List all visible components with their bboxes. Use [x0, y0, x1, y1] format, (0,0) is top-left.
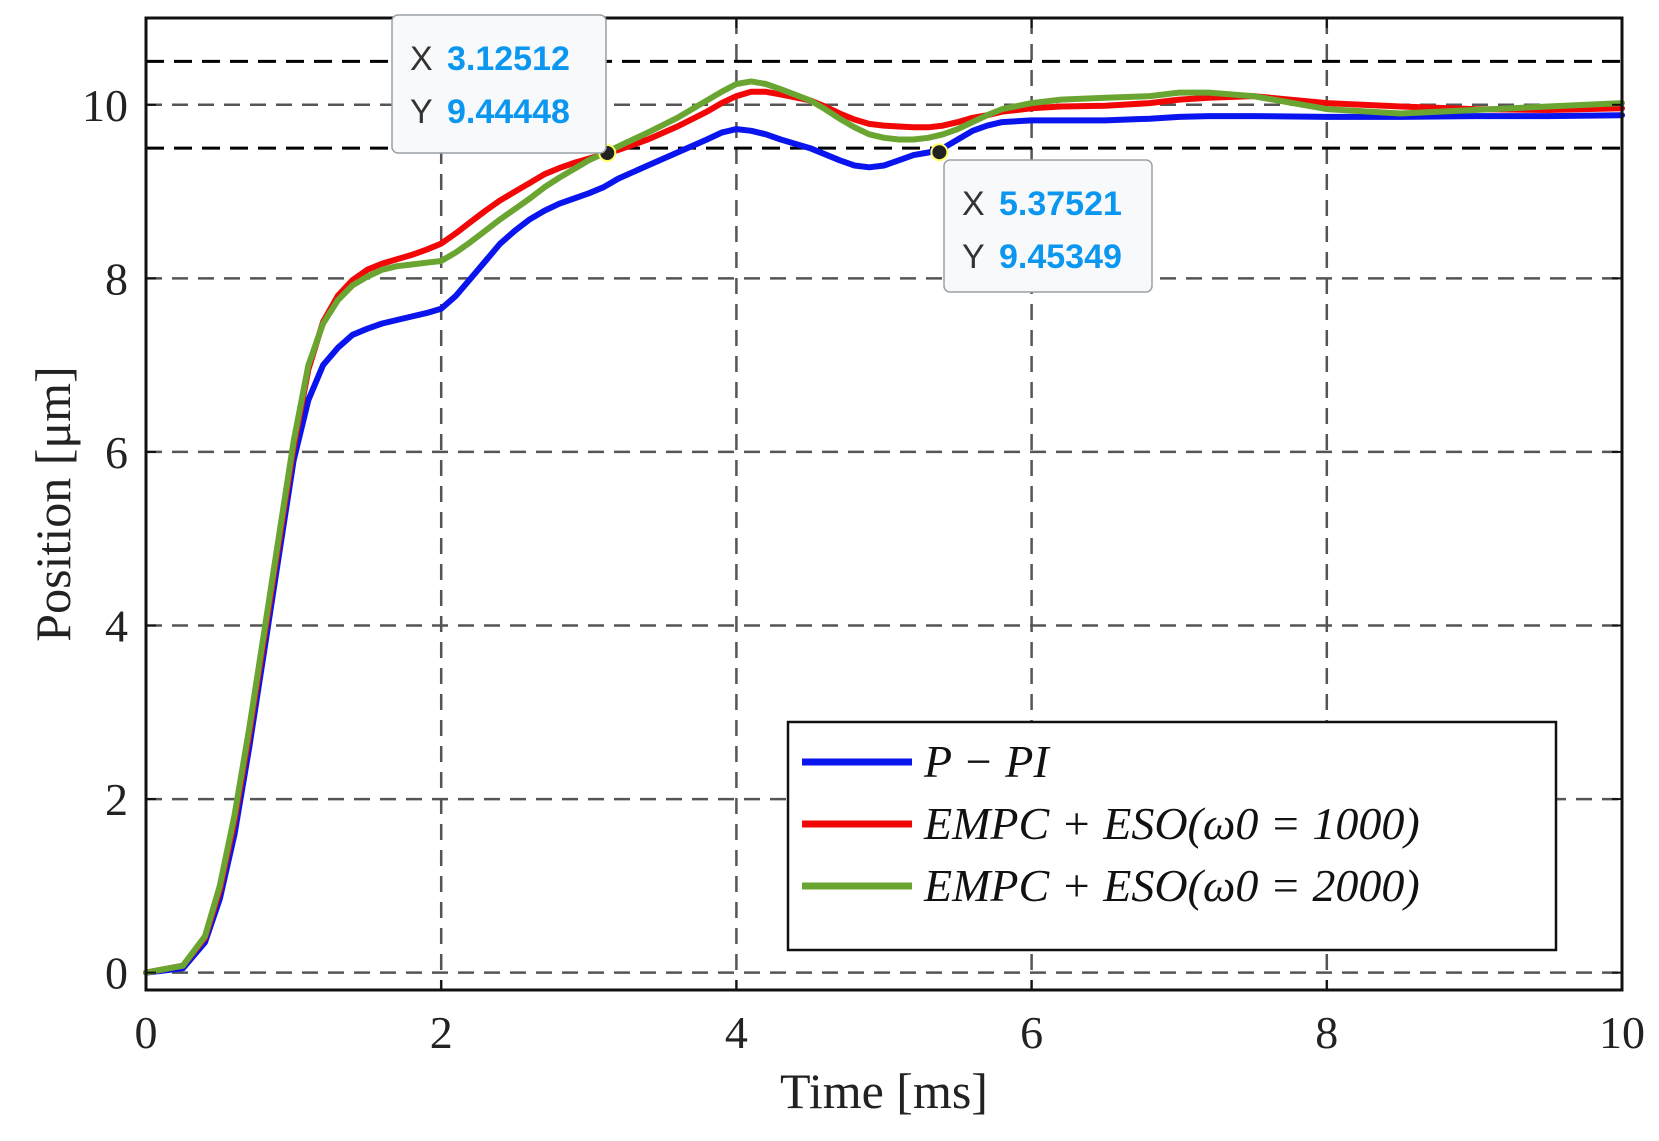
legend-label-empc-eso-1000: EMPC + ESO(ω0 = 1000) — [923, 798, 1420, 849]
datatip-box — [391, 14, 607, 154]
datatip[interactable]: X 3.12512 Y 9.44448 — [391, 14, 617, 162]
datatip-marker — [930, 143, 949, 162]
series-lines — [143, 78, 1625, 976]
legend-label-p-pi: P − PI — [923, 736, 1051, 787]
datatip-y-value: 9.45349 — [999, 238, 1122, 276]
legend-label-empc-eso-2000: EMPC + ESO(ω0 = 2000) — [923, 860, 1420, 911]
y-tick-label: 10 — [82, 80, 128, 131]
reference-lines — [146, 59, 1622, 150]
legend-box — [786, 720, 1558, 952]
datatip-x-key: X — [410, 40, 433, 78]
y-axis-label: Position [μm] — [25, 366, 81, 641]
x-tick-label: 0 — [135, 1007, 158, 1058]
series-line-p-pi — [143, 112, 1625, 976]
datatip[interactable]: X 5.37521 Y 9.45349 — [930, 143, 1153, 293]
y-tick-label: 2 — [105, 774, 128, 825]
y-tick-label: 8 — [105, 253, 128, 304]
plot-frame — [144, 16, 1624, 992]
datatip-x-value: 3.12512 — [447, 40, 570, 78]
datatip-x-key: X — [962, 185, 985, 223]
datatip-x-value: 5.37521 — [999, 185, 1122, 223]
datatip-y-key: Y — [410, 93, 433, 131]
datatip-y-key: Y — [962, 238, 985, 276]
y-tick-label: 4 — [105, 601, 128, 652]
x-tick-label: 10 — [1599, 1007, 1645, 1058]
tick-labels: 0 2 4 6 8 10 0 2 4 6 8 10 — [82, 80, 1645, 1058]
y-tick-label: 6 — [105, 427, 128, 478]
x-tick-label: 4 — [725, 1007, 748, 1058]
x-tick-label: 8 — [1315, 1007, 1338, 1058]
x-axis-label: Time [ms] — [780, 1063, 988, 1119]
datatip-box — [943, 159, 1153, 293]
series-line-empc-eso-2000 — [143, 78, 1625, 976]
legend: P − PI EMPC + ESO(ω0 = 1000) EMPC + ESO(… — [786, 720, 1558, 952]
y-tick-label: 0 — [105, 948, 128, 999]
x-tick-label: 2 — [430, 1007, 453, 1058]
datatip-y-value: 9.44448 — [447, 93, 570, 131]
x-tick-label: 6 — [1020, 1007, 1043, 1058]
